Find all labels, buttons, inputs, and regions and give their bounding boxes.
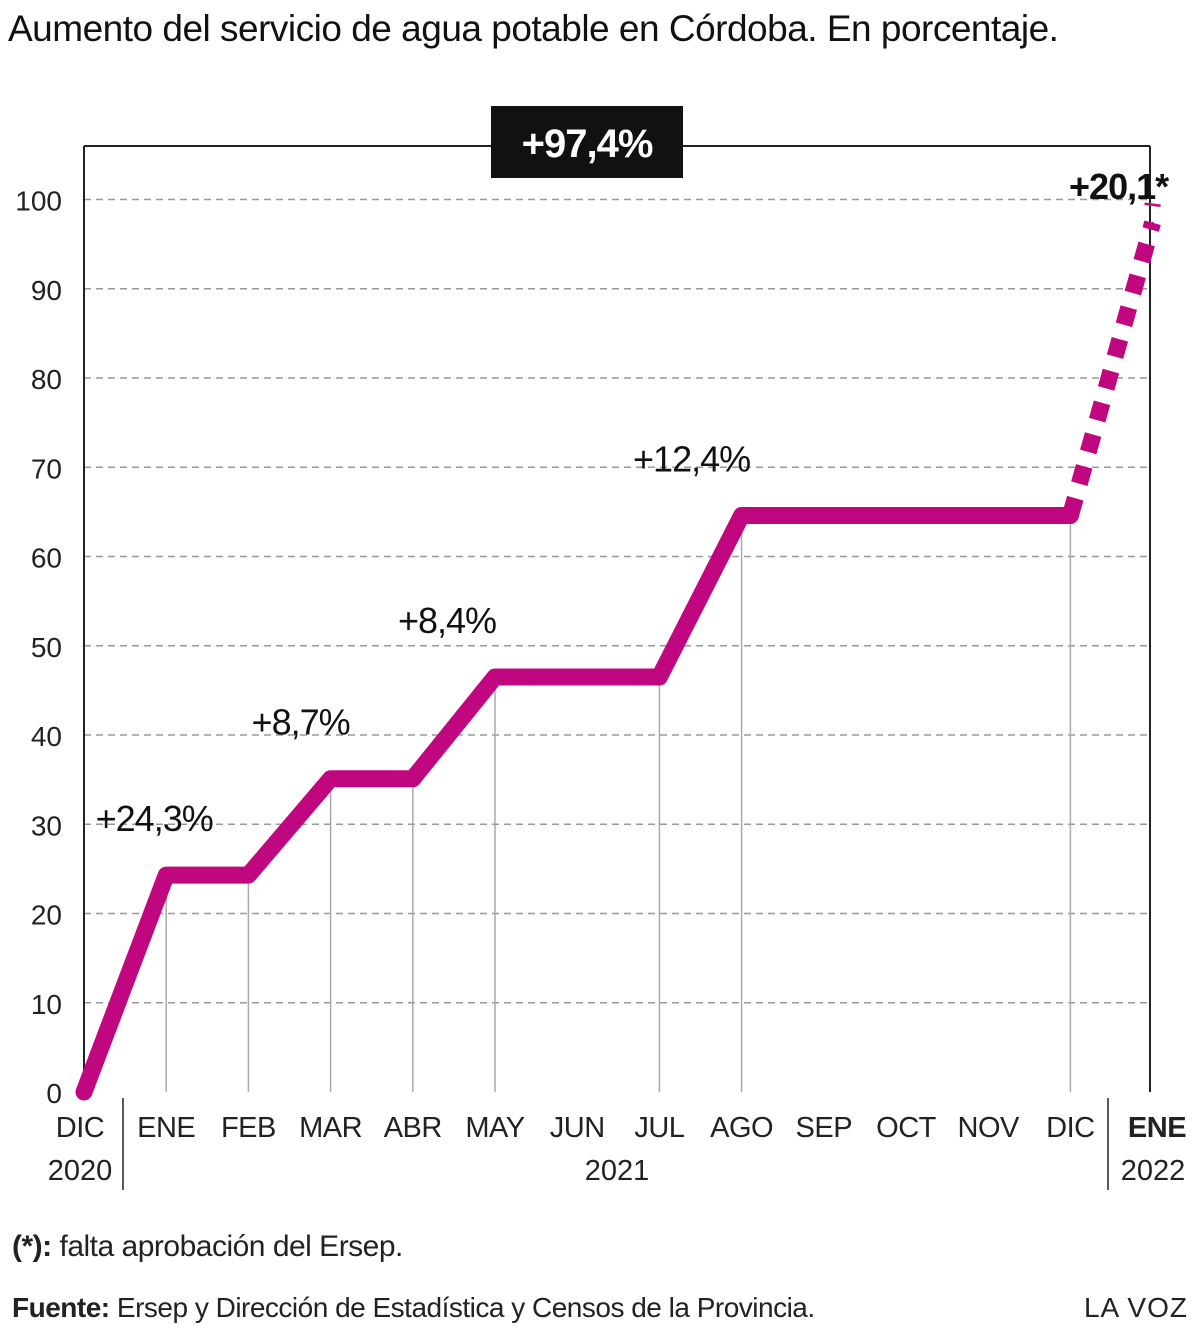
x-tick-label: JUN bbox=[550, 1112, 605, 1144]
year-label: 2020 bbox=[48, 1155, 113, 1187]
annotation-label: +12,4% bbox=[633, 438, 750, 479]
source-label: Fuente: bbox=[12, 1292, 110, 1323]
annotation-label: +8,7% bbox=[252, 702, 350, 743]
data-point bbox=[247, 874, 250, 877]
footnote-text: falta aprobación del Ersep. bbox=[51, 1230, 403, 1263]
total-badge-bg bbox=[491, 106, 683, 178]
data-point bbox=[411, 777, 414, 780]
y-tick-label: 60 bbox=[31, 543, 62, 574]
footnote: (*): falta aprobación del Ersep. bbox=[12, 1230, 403, 1264]
source-note: Fuente: Ersep y Dirección de Estadística… bbox=[12, 1292, 815, 1324]
projection-end-tick bbox=[1144, 202, 1161, 207]
y-tick-label: 40 bbox=[31, 721, 62, 752]
brand-logo-text: LA VOZ bbox=[1083, 1292, 1188, 1323]
x-tick-label: ENE bbox=[137, 1112, 195, 1144]
x-tick-label: ABR bbox=[384, 1112, 442, 1144]
y-tick-label: 30 bbox=[31, 810, 62, 841]
x-tick-label: DIC bbox=[1046, 1112, 1094, 1144]
y-tick-label: 70 bbox=[31, 453, 62, 484]
line-chart: 0 10 20 30 40 50 60 70 80 90 100 +24,3% +8,7% +8,4% +1… bbox=[15, 106, 1187, 1190]
total-badge: +97,4% bbox=[491, 106, 683, 178]
data-point bbox=[165, 874, 168, 877]
y-tick-label: 50 bbox=[31, 632, 62, 663]
x-tick-label: ENE bbox=[1128, 1112, 1186, 1144]
y-tick-label: 10 bbox=[31, 989, 62, 1020]
data-point bbox=[658, 676, 661, 679]
y-tick-label: 80 bbox=[31, 364, 62, 395]
series-line-solid bbox=[75, 506, 1079, 1101]
chart-title: Aumento del servicio de agua potable en … bbox=[8, 8, 1059, 49]
series-line-dashed bbox=[1062, 220, 1161, 518]
data-point bbox=[740, 514, 743, 517]
annotation-label: +8,4% bbox=[398, 600, 496, 641]
footnote-marker: (*): bbox=[12, 1230, 52, 1263]
total-badge-text: +97,4% bbox=[522, 122, 653, 166]
x-tick-label: DIC bbox=[56, 1112, 104, 1144]
x-tick-label: FEB bbox=[221, 1112, 276, 1144]
data-point bbox=[83, 1091, 85, 1093]
data-point bbox=[329, 777, 332, 780]
data-point bbox=[905, 514, 907, 517]
year-label: 2021 bbox=[585, 1155, 650, 1187]
x-tick-label: NOV bbox=[958, 1112, 1021, 1144]
source-text: Ersep y Dirección de Estadística y Censo… bbox=[109, 1292, 815, 1323]
x-tick-label: OCT bbox=[876, 1112, 937, 1144]
x-tick-label: AGO bbox=[710, 1112, 773, 1144]
data-point bbox=[1151, 221, 1154, 224]
data-point bbox=[822, 514, 825, 517]
data-point bbox=[987, 514, 990, 517]
year-label: 2022 bbox=[1121, 1155, 1186, 1187]
x-tick-label: MAR bbox=[299, 1112, 362, 1144]
data-point bbox=[576, 676, 579, 679]
y-tick-label: 20 bbox=[31, 900, 62, 931]
y-tick-label: 90 bbox=[31, 275, 62, 306]
y-tick-label: 0 bbox=[46, 1078, 62, 1109]
annotation-label: +20,1* bbox=[1069, 166, 1169, 207]
data-point bbox=[1069, 514, 1072, 517]
y-tick-label: 100 bbox=[15, 186, 62, 217]
x-tick-label: SEP bbox=[796, 1112, 853, 1144]
x-tick-label: MAY bbox=[465, 1112, 524, 1144]
data-point bbox=[494, 676, 496, 679]
annotation-label: +24,3% bbox=[96, 798, 213, 839]
x-tick-label: JUL bbox=[634, 1112, 684, 1144]
